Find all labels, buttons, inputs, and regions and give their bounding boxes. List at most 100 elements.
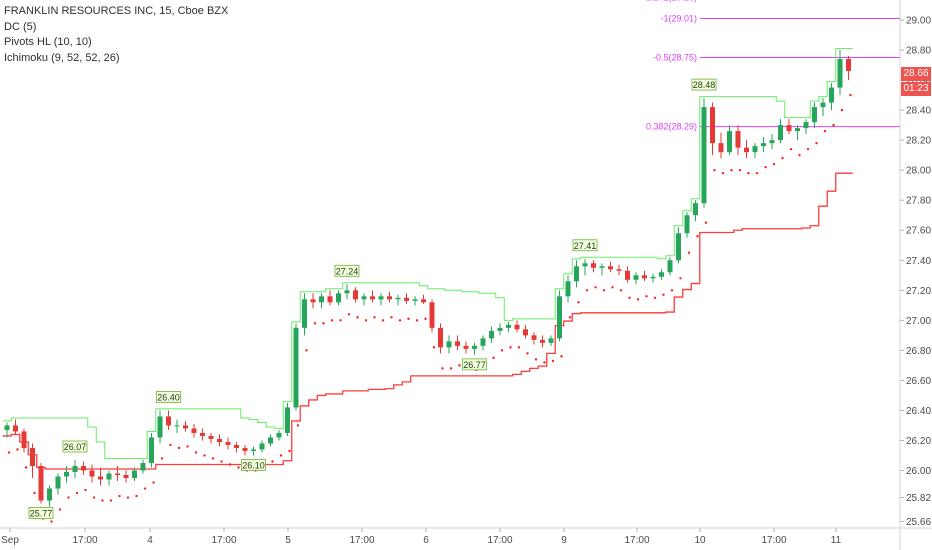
pivot-label-text: 26.07 — [64, 442, 87, 452]
psar-dot — [577, 301, 580, 304]
candle-body — [531, 335, 537, 340]
psar-dot — [449, 367, 453, 370]
psar-dot — [662, 293, 665, 297]
price-tick-label: 27.20 — [906, 286, 931, 297]
psar-dot — [636, 298, 640, 301]
psar-dot — [398, 319, 402, 322]
psar-dot — [687, 251, 691, 254]
pivot-label-text: 26.10 — [242, 460, 265, 470]
psar-dot — [16, 448, 19, 451]
price-tick-label: 25.66 — [906, 517, 931, 528]
psar-dot — [364, 319, 368, 322]
candle-body — [98, 476, 103, 480]
psar-dot — [237, 466, 240, 469]
candle-body — [642, 275, 647, 279]
candle-body — [276, 432, 282, 438]
psar-dot — [704, 221, 708, 224]
candle-body — [13, 425, 18, 432]
countdown-tag: 01:23 — [901, 82, 931, 96]
donchian-channel — [2, 48, 853, 459]
indicator-ichimoku[interactable]: Ichimoku (9, 52, 52, 26) — [4, 51, 120, 64]
candle-body — [302, 299, 307, 328]
psar-dot — [118, 494, 121, 498]
psar-dot — [203, 454, 206, 457]
psar-dot — [135, 494, 138, 498]
psar-dot — [407, 317, 410, 321]
psar-dot — [279, 454, 283, 457]
psar-dot — [628, 296, 631, 300]
candle-body — [4, 425, 10, 430]
candle-body — [565, 281, 571, 297]
candle-body — [846, 59, 851, 72]
psar-dot — [772, 162, 776, 166]
psar-dot — [330, 319, 334, 322]
price-tick-label: 28.80 — [906, 46, 931, 57]
candle-body — [157, 416, 163, 438]
candle-body — [735, 131, 741, 148]
fib-level-label: 0.382(28.29) — [646, 122, 697, 132]
psar-dot — [109, 499, 113, 502]
candle-body — [38, 465, 44, 501]
time-tick-label: 5 — [285, 535, 291, 546]
candle-body — [361, 296, 367, 300]
kijun-line — [2, 172, 853, 470]
candle-body — [234, 444, 239, 448]
fib-level-label: -0.5(28.75) — [653, 53, 697, 63]
candle-body — [174, 425, 180, 427]
pivot-label-text: 27.41 — [574, 241, 597, 251]
psar-dot — [492, 356, 495, 360]
candle-body — [200, 432, 205, 436]
candle-body — [123, 475, 129, 479]
time-axis[interactable]: Sep 17:00 4 17:00 5 17:00 6 17:00 9 17:00 10 17:00 1… — [1, 528, 842, 546]
candle-body — [293, 327, 299, 408]
price-tick-label: 26.40 — [906, 406, 931, 417]
psar-dot — [713, 168, 716, 172]
pivot-label-text: 26.77 — [463, 360, 486, 370]
psar-dot — [611, 286, 614, 289]
candle-body — [387, 296, 392, 300]
candle-body — [650, 276, 656, 279]
psar-dot — [534, 358, 538, 361]
candle-body — [778, 125, 783, 141]
candle-body — [752, 146, 758, 153]
donchian-upper-line — [2, 48, 853, 459]
candle-body — [676, 233, 681, 261]
psar-dot — [271, 460, 274, 463]
symbol-title[interactable]: FRANKLIN RESOURCES INC, 15, Cboe BZX — [4, 5, 229, 17]
price-tick-label: 27.00 — [906, 316, 931, 327]
psar-dot — [755, 171, 759, 175]
candle-body — [268, 437, 273, 444]
psar-dot — [849, 93, 852, 97]
psar-dot — [75, 491, 79, 495]
price-axis[interactable]: 25.66 25.82 26.00 26.20 26.40 26.60 26.80 27.00… — [900, 16, 931, 529]
candle-body — [64, 472, 69, 477]
last-price-tag: 28.66 — [901, 67, 931, 81]
psar-dot — [832, 123, 835, 127]
psar-dot — [432, 346, 436, 349]
candle-body — [55, 476, 61, 489]
price-tick-label: 28.60 — [906, 76, 931, 87]
psar-dot — [347, 313, 351, 316]
candle-body — [217, 438, 222, 442]
candle-body — [761, 143, 766, 147]
candle-body — [319, 296, 324, 303]
candle-body — [242, 447, 248, 451]
psar-dot — [594, 286, 597, 289]
indicator-pivots[interactable]: Pivots HL (10, 10) — [4, 36, 92, 48]
time-tick-label: 4 — [147, 535, 153, 546]
psar-dot — [33, 491, 36, 495]
time-tick-label: 17:00 — [487, 535, 512, 546]
psar-dot — [585, 289, 589, 292]
price-tick-label: 26.60 — [906, 376, 931, 387]
indicator-dc[interactable]: DC (5) — [4, 20, 37, 33]
time-tick-label: 17:00 — [211, 535, 236, 546]
candle-body — [344, 290, 350, 294]
candle-body — [378, 296, 384, 300]
psar-dot — [840, 108, 844, 112]
candle-body — [557, 296, 562, 339]
candle-body — [327, 296, 333, 303]
pivot-label-box — [28, 507, 54, 519]
price-tick-label: 27.60 — [906, 226, 931, 237]
candle-body — [140, 462, 146, 471]
